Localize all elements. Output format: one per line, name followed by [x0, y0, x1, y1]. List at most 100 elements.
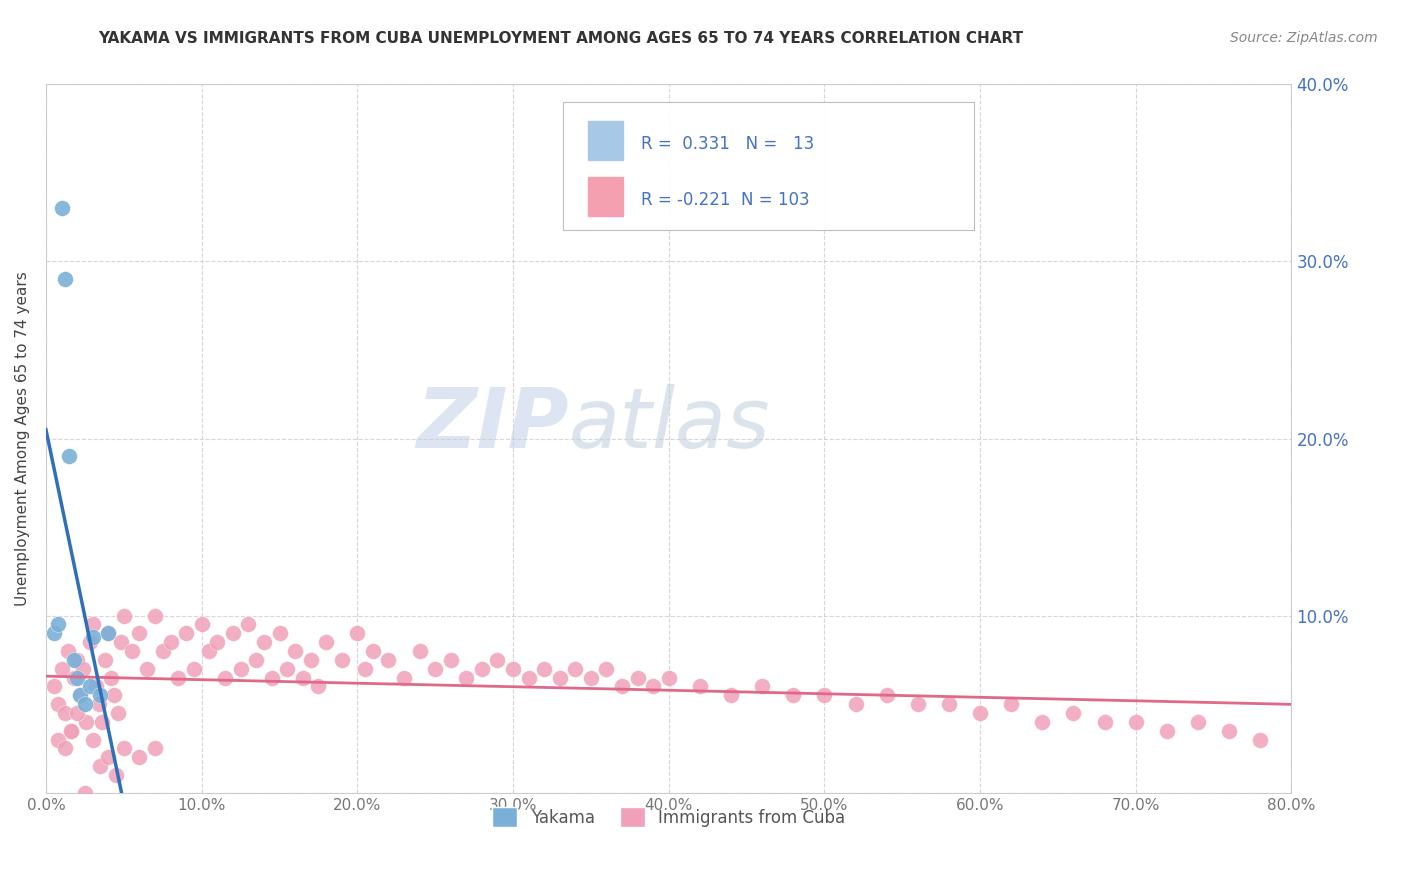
Point [610, 680, 633, 694]
Y-axis label: Unemployment Among Ages 65 to 74 years: Unemployment Among Ages 65 to 74 years [15, 271, 30, 606]
Point [315, 635, 337, 649]
Point [1094, 714, 1116, 729]
Point [51, 202, 73, 216]
Point [53, 272, 76, 286]
Point [222, 626, 245, 640]
Point [486, 653, 509, 667]
Point [517, 671, 540, 685]
Point [876, 688, 898, 702]
Point [238, 617, 260, 632]
Point [276, 662, 298, 676]
Point [94, 653, 117, 667]
Point [59, 723, 82, 738]
Text: R = -0.221  N = 103: R = -0.221 N = 103 [641, 191, 810, 209]
Point [107, 706, 129, 720]
Point [42, 680, 65, 694]
Point [82, 630, 104, 644]
Point [689, 680, 711, 694]
Point [214, 671, 236, 685]
Bar [588, 178, 623, 217]
Point [58, 449, 80, 463]
Point [69, 688, 91, 702]
Point [128, 750, 150, 764]
Point [907, 697, 929, 711]
Point [48, 697, 70, 711]
Point [48, 617, 70, 632]
Point [408, 644, 430, 658]
Point [174, 626, 197, 640]
Point [87, 697, 110, 711]
Point [260, 671, 283, 685]
Point [346, 626, 368, 640]
Point [533, 662, 555, 676]
Point [456, 671, 478, 685]
Point [79, 680, 101, 694]
Point [56, 644, 79, 658]
Point [813, 688, 835, 702]
Point [969, 706, 991, 720]
Point [97, 626, 120, 640]
Legend: Yakama, Immigrants from Cuba: Yakama, Immigrants from Cuba [485, 800, 852, 834]
Point [440, 653, 463, 667]
Point [1031, 714, 1053, 729]
Point [103, 688, 125, 702]
Point [1000, 697, 1022, 711]
Point [361, 644, 384, 658]
Point [53, 706, 76, 720]
Point [205, 635, 228, 649]
Point [48, 732, 70, 747]
Point [548, 671, 571, 685]
Text: YAKAMA VS IMMIGRANTS FROM CUBA UNEMPLOYMENT AMONG AGES 65 TO 74 YEARS CORRELATIO: YAKAMA VS IMMIGRANTS FROM CUBA UNEMPLOYM… [98, 31, 1024, 46]
Point [307, 680, 329, 694]
Point [112, 608, 135, 623]
Point [97, 626, 120, 640]
Point [75, 714, 97, 729]
Point [66, 706, 89, 720]
Point [66, 653, 89, 667]
Point [121, 644, 143, 658]
Point [73, 786, 96, 800]
Point [143, 741, 166, 756]
Point [1187, 714, 1209, 729]
Text: R =  0.331   N =   13: R = 0.331 N = 13 [641, 136, 814, 153]
Point [253, 635, 276, 649]
Point [63, 653, 86, 667]
Point [425, 662, 447, 676]
Point [269, 626, 291, 640]
Point [1125, 714, 1147, 729]
Point [392, 671, 415, 685]
Point [330, 653, 353, 667]
Point [782, 688, 804, 702]
Point [63, 671, 86, 685]
Point [291, 671, 314, 685]
Point [66, 671, 89, 685]
Bar [588, 121, 623, 160]
Point [751, 680, 773, 694]
FancyBboxPatch shape [562, 103, 974, 229]
Text: Source: ZipAtlas.com: Source: ZipAtlas.com [1230, 31, 1378, 45]
Point [89, 688, 111, 702]
Point [183, 662, 205, 676]
Point [89, 759, 111, 773]
Point [82, 732, 104, 747]
Point [471, 662, 494, 676]
Point [72, 662, 94, 676]
Point [190, 617, 212, 632]
Text: atlas: atlas [569, 384, 770, 465]
Point [626, 671, 648, 685]
Point [79, 635, 101, 649]
Point [1249, 732, 1271, 747]
Point [198, 644, 221, 658]
Point [229, 662, 252, 676]
Point [152, 644, 174, 658]
Point [643, 680, 665, 694]
Point [502, 662, 524, 676]
Point [354, 662, 377, 676]
Point [159, 635, 181, 649]
Point [1156, 723, 1178, 738]
Point [1063, 706, 1085, 720]
Point [128, 626, 150, 640]
Point [844, 697, 866, 711]
Point [143, 608, 166, 623]
Point [100, 671, 122, 685]
